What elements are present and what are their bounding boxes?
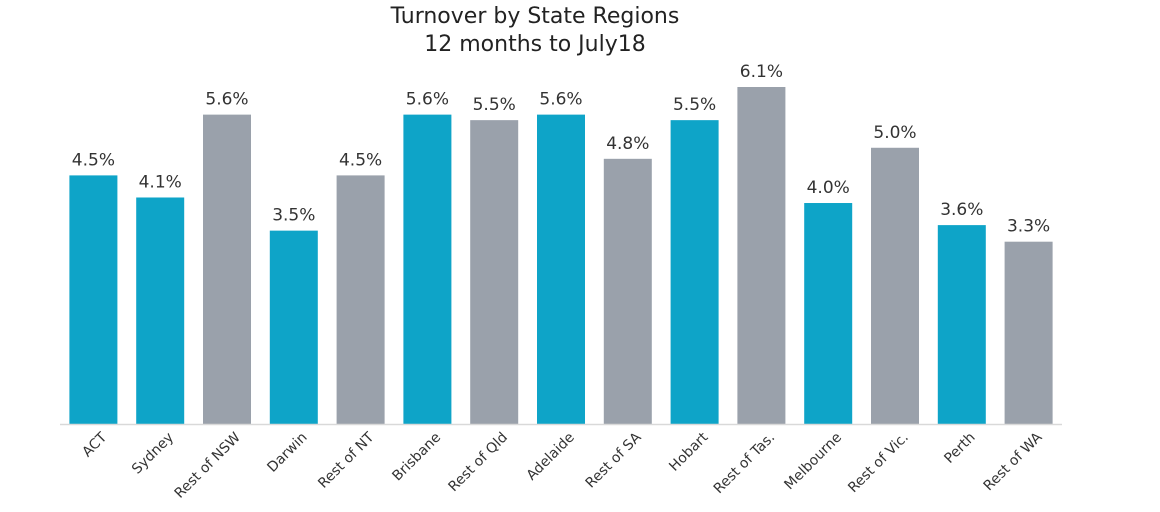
data-label: 3.5%	[272, 206, 315, 226]
bar	[336, 175, 385, 424]
bar	[603, 158, 652, 424]
bar	[69, 175, 118, 424]
x-tick-label: Rest of Vic.	[845, 430, 912, 497]
data-label: 6.1%	[740, 62, 783, 82]
bar	[937, 225, 986, 424]
data-label: 5.6%	[539, 90, 582, 110]
x-tick-label: Rest of NSW	[172, 429, 244, 501]
x-tick-label: Darwin	[264, 430, 310, 476]
data-label: 5.6%	[205, 90, 248, 110]
data-label: 5.5%	[673, 95, 716, 115]
data-label: 4.5%	[339, 150, 382, 170]
data-label: 4.8%	[606, 134, 649, 154]
bar	[537, 114, 585, 424]
bar	[1004, 241, 1053, 424]
bar	[136, 197, 185, 424]
x-tick-label: Sydney	[129, 430, 177, 478]
x-tick-label: Rest of SA	[583, 429, 645, 491]
x-tick-label: Adelaide	[524, 430, 578, 484]
data-label: 4.5%	[72, 150, 115, 170]
bar	[203, 114, 251, 424]
data-label: 5.6%	[406, 90, 449, 110]
data-label: 3.3%	[1007, 217, 1050, 237]
x-tick-label: Perth	[941, 430, 978, 467]
chart-title: Turnover by State Regions	[390, 4, 680, 29]
bar	[737, 87, 786, 424]
bar	[470, 120, 519, 425]
x-tick-label: Rest of NT	[315, 429, 377, 491]
x-tick-label: ACT	[79, 429, 110, 460]
data-label: 5.0%	[873, 123, 916, 143]
x-tick-label: Rest of Qld	[445, 430, 511, 496]
bar	[269, 230, 318, 424]
x-tick-label: Brisbane	[389, 430, 444, 485]
bar	[670, 120, 719, 425]
bar	[871, 147, 919, 424]
x-tick-label: Rest of WA	[981, 429, 1046, 494]
chart-subtitle: 12 months to July18	[424, 32, 646, 57]
x-tick-label: Rest of Tas.	[711, 430, 778, 497]
x-tick-label: Hobart	[666, 429, 711, 474]
data-label: 4.0%	[807, 178, 850, 198]
data-label: 3.6%	[940, 200, 983, 220]
data-label: 5.5%	[473, 95, 516, 115]
data-label: 4.1%	[139, 172, 182, 192]
bar	[804, 203, 853, 424]
x-tick-label: Melbourne	[781, 430, 845, 494]
bar	[403, 114, 452, 424]
